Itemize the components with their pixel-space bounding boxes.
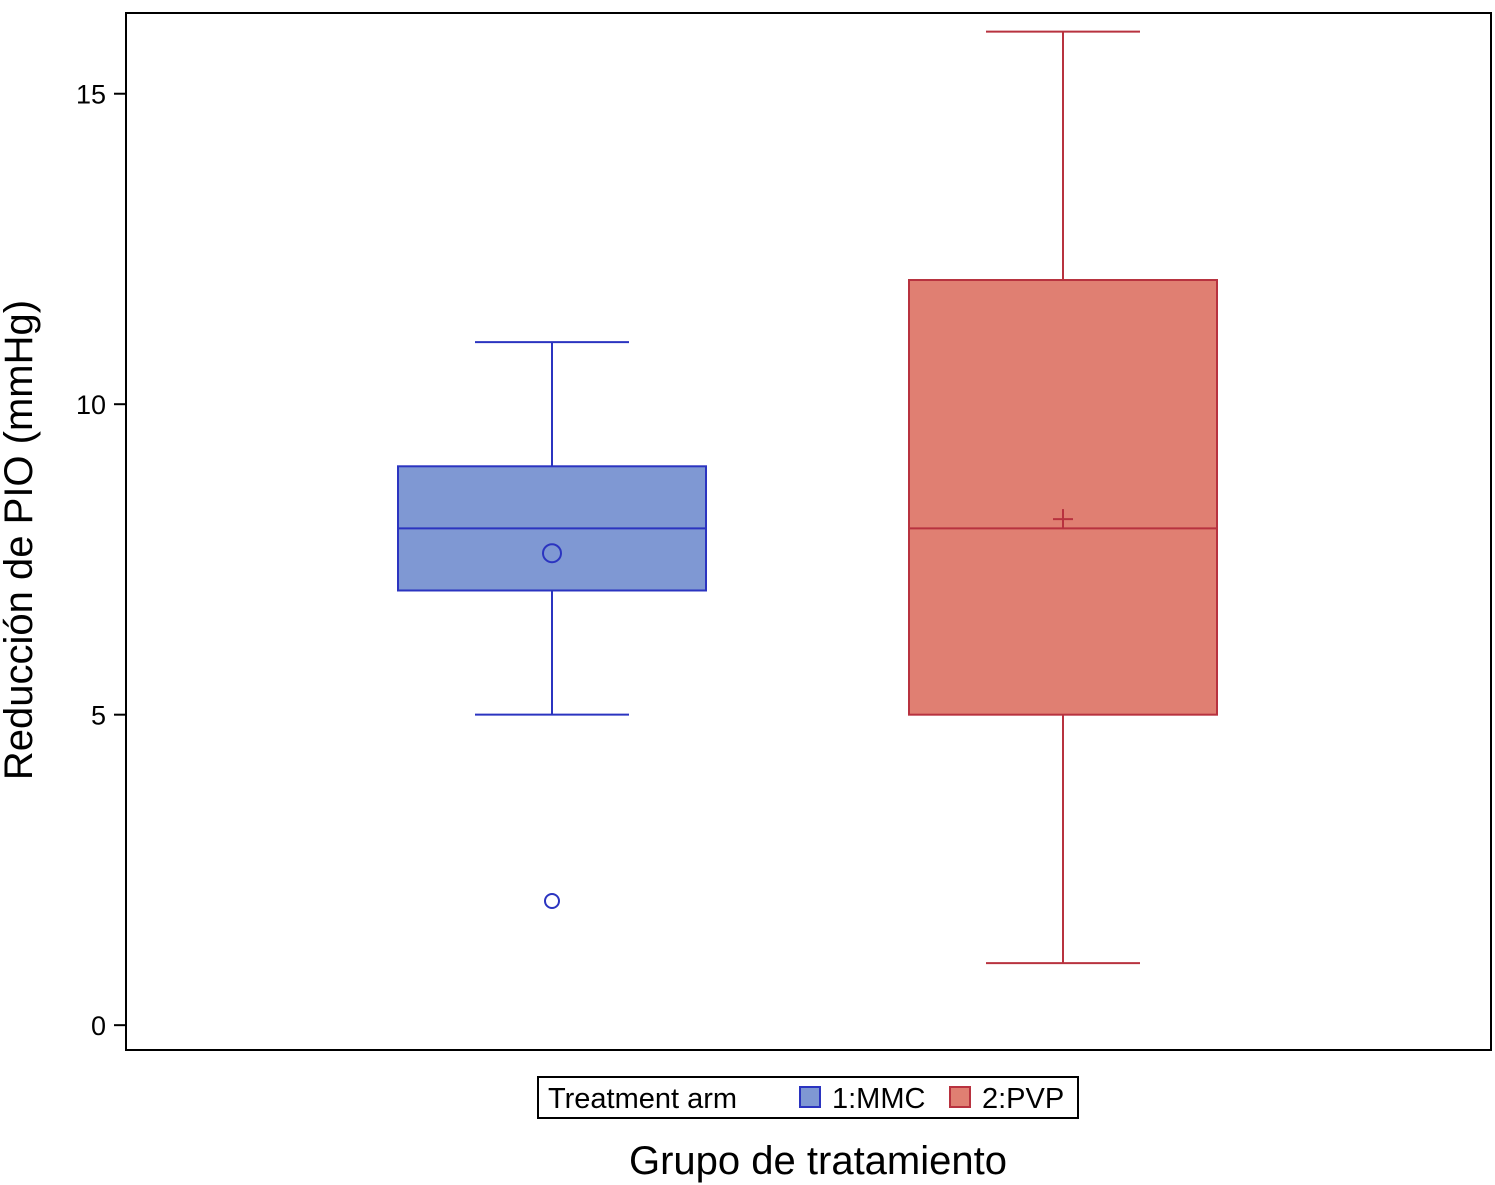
y-tick-label: 5 [91, 701, 106, 731]
legend-swatch-pvp [949, 1086, 971, 1108]
mean-marker [1053, 509, 1073, 530]
legend-swatch-mmc [799, 1086, 821, 1108]
y-tick-label: 0 [91, 1011, 106, 1041]
x-axis-title: Grupo de tratamiento [629, 1139, 1007, 1183]
plot-frame [125, 12, 1492, 1051]
legend-label-pvp: 2:PVP [982, 1083, 1064, 1115]
legend-title: Treatment arm [548, 1083, 737, 1115]
y-tick-label: 15 [76, 80, 106, 110]
y-axis-title: Reducción de PIO (mmHg) [0, 300, 41, 780]
outlier-point [544, 892, 560, 909]
box-group-2pvp [908, 30, 1218, 965]
box-group-1mmc [397, 341, 707, 909]
legend: Treatment arm 1:MMC 2:PVP [537, 1076, 1079, 1119]
legend-label-mmc: 1:MMC [832, 1083, 925, 1115]
y-tick-label: 10 [76, 390, 106, 420]
y-axis: 0 5 10 15 [76, 80, 126, 1041]
box-iqr [908, 279, 1218, 716]
box-series [397, 30, 1218, 965]
mean-marker [542, 543, 562, 564]
